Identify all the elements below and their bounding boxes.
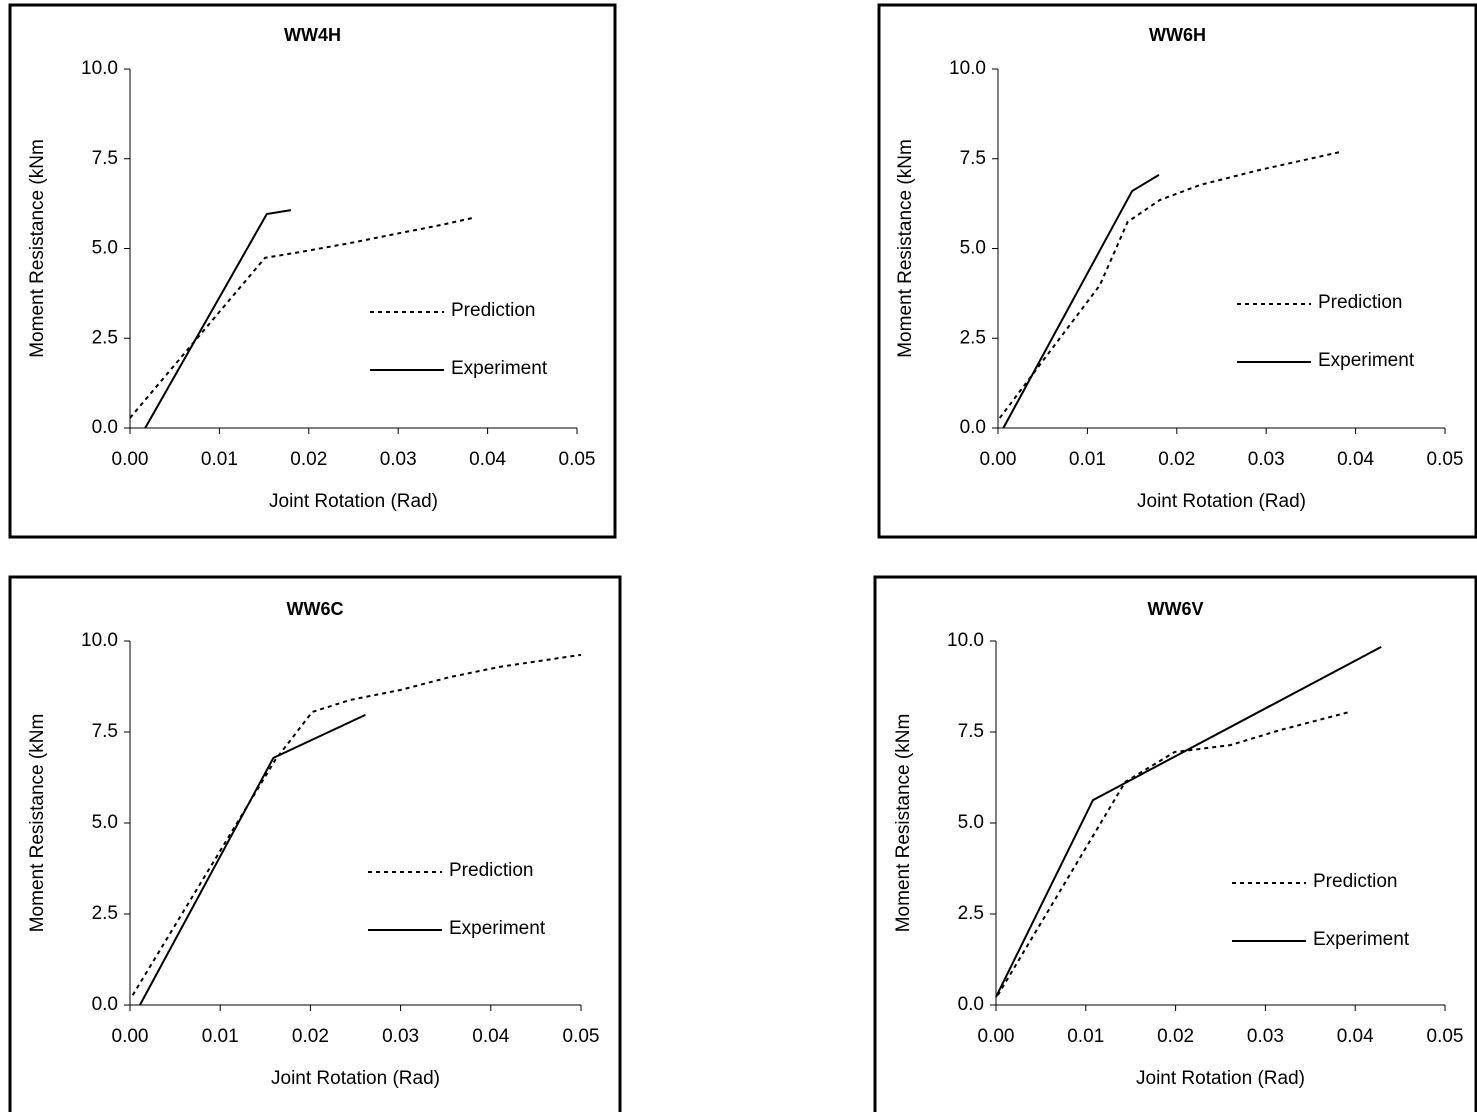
y-tick-label: 10.0	[81, 58, 118, 79]
chart-title: WW6H	[1149, 25, 1206, 45]
y-tick-label: 0.0	[92, 994, 118, 1015]
y-axis-label: Moment Resistance (kNm	[27, 714, 48, 933]
series-line	[1000, 152, 1341, 418]
y-axis-label: Moment Resistance (kNm	[27, 139, 48, 358]
x-tick-label: 0.01	[201, 449, 238, 470]
x-tick-label: 0.03	[1248, 449, 1285, 470]
legend-label: Prediction	[1318, 292, 1403, 313]
y-tick-label: 5.0	[958, 812, 984, 833]
chart-title: WW4H	[284, 25, 341, 45]
legend-label: Experiment	[451, 358, 548, 379]
series-line	[145, 210, 291, 428]
x-tick-label: 0.02	[292, 1026, 329, 1047]
series-line	[1003, 175, 1159, 428]
y-tick-label: 5.0	[92, 238, 118, 259]
y-tick-label: 10.0	[81, 630, 118, 651]
legend-label: Experiment	[449, 918, 546, 939]
x-tick-label: 0.05	[559, 449, 596, 470]
x-tick-label: 0.04	[1337, 449, 1374, 470]
y-tick-label: 0.0	[958, 994, 984, 1015]
x-tick-label: 0.03	[382, 1026, 419, 1047]
y-tick-label: 5.0	[92, 812, 118, 833]
x-tick-label: 0.03	[1247, 1026, 1284, 1047]
legend-label: Experiment	[1318, 350, 1415, 371]
x-tick-label: 0.05	[1427, 449, 1464, 470]
x-tick-label: 0.01	[1069, 449, 1106, 470]
x-tick-label: 0.04	[469, 449, 506, 470]
x-axis-label: Joint Rotation (Rad)	[1137, 491, 1306, 512]
series-line	[998, 712, 1348, 995]
y-tick-label: 2.5	[92, 327, 118, 348]
x-axis-label: Joint Rotation (Rad)	[1136, 1068, 1305, 1089]
x-tick-label: 0.05	[1427, 1026, 1464, 1047]
legend-label: Experiment	[1313, 929, 1410, 950]
chart-title: WW6V	[1148, 599, 1204, 619]
y-tick-label: 0.0	[960, 417, 986, 438]
x-tick-label: 0.00	[112, 1026, 149, 1047]
x-tick-label: 0.02	[1158, 449, 1195, 470]
x-tick-label: 0.01	[1067, 1026, 1104, 1047]
x-tick-label: 0.05	[563, 1026, 600, 1047]
x-tick-label: 0.00	[978, 1026, 1015, 1047]
y-tick-label: 10.0	[949, 58, 986, 79]
y-axis-label: Moment Resistance (kNm	[895, 139, 916, 358]
y-tick-label: 2.5	[960, 327, 986, 348]
x-axis-label: Joint Rotation (Rad)	[269, 491, 438, 512]
legend-label: Prediction	[451, 300, 536, 321]
legend-label: Prediction	[1313, 871, 1398, 892]
y-tick-label: 7.5	[92, 148, 118, 169]
y-tick-label: 5.0	[960, 238, 986, 259]
y-tick-label: 2.5	[92, 903, 118, 924]
x-tick-label: 0.01	[202, 1026, 239, 1047]
y-tick-label: 0.0	[92, 417, 118, 438]
chart-title: WW6C	[287, 599, 344, 619]
y-tick-label: 7.5	[92, 721, 118, 742]
x-tick-label: 0.00	[112, 449, 149, 470]
x-tick-label: 0.02	[290, 449, 327, 470]
legend-label: Prediction	[449, 860, 534, 881]
x-tick-label: 0.00	[980, 449, 1017, 470]
x-tick-label: 0.02	[1157, 1026, 1194, 1047]
y-tick-label: 10.0	[947, 630, 984, 651]
series-line	[130, 218, 472, 418]
x-axis-label: Joint Rotation (Rad)	[271, 1068, 440, 1089]
y-tick-label: 2.5	[958, 903, 984, 924]
x-tick-label: 0.04	[472, 1026, 509, 1047]
x-tick-label: 0.04	[1337, 1026, 1374, 1047]
series-line	[133, 655, 581, 995]
y-tick-label: 7.5	[958, 721, 984, 742]
figure: WW4H Joint Rotation (Rad) Moment Resistanc…	[0, 0, 1477, 1112]
x-tick-label: 0.03	[380, 449, 417, 470]
y-axis-label: Moment Resistance (kNm	[893, 714, 914, 933]
series-line	[140, 715, 366, 1005]
y-tick-label: 7.5	[960, 148, 986, 169]
